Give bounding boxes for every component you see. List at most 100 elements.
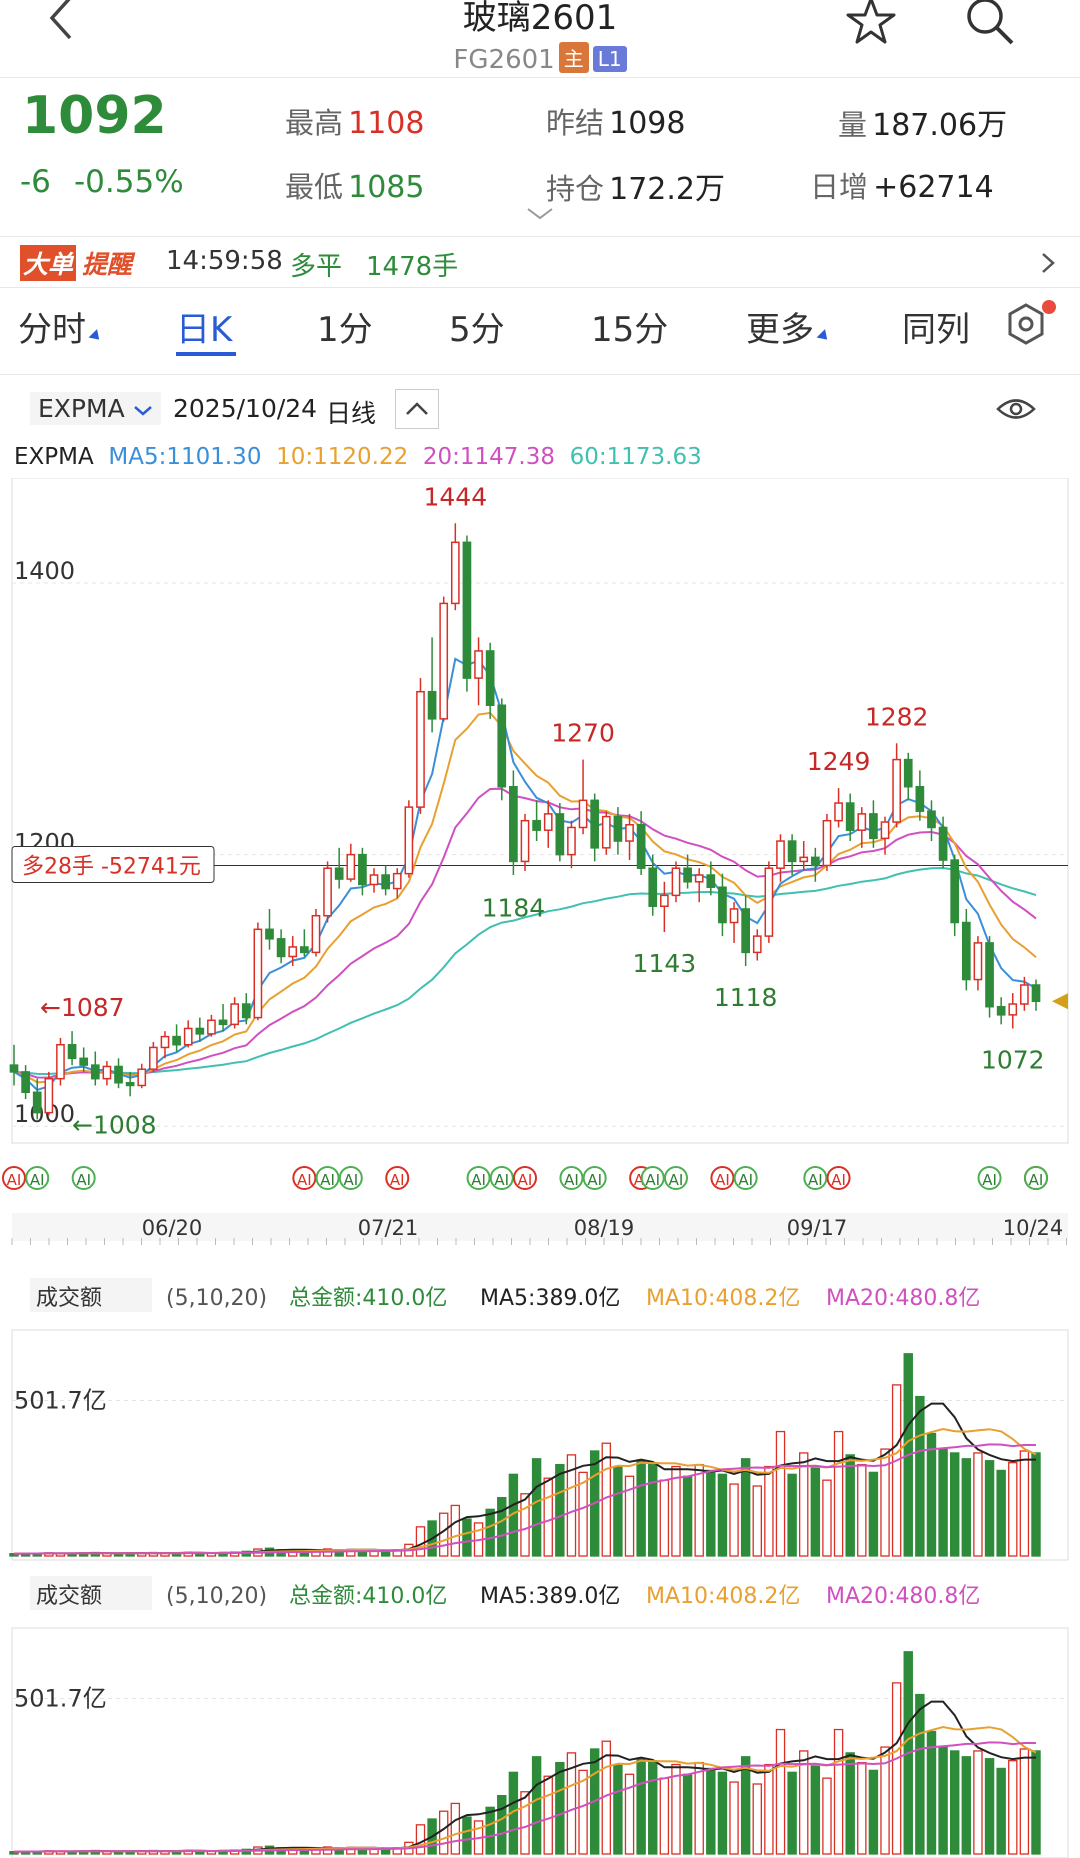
candle-body xyxy=(555,813,565,856)
candle-body xyxy=(56,1043,65,1080)
volume-bar xyxy=(636,1460,646,1557)
settings-hexagon-icon[interactable] xyxy=(1002,300,1050,352)
volume-field: 量 187.06万 xyxy=(838,100,1007,144)
volume-bar xyxy=(961,1458,972,1557)
expand-chevron-icon[interactable] xyxy=(525,206,555,226)
candle-body xyxy=(450,541,460,605)
tab-5min[interactable]: 5分 xyxy=(449,310,505,350)
ai-marker-label: AI xyxy=(645,1171,660,1189)
star-icon[interactable] xyxy=(843,0,899,54)
alert-action: 多平 xyxy=(290,252,343,282)
position-label: 多28手 -52741元 xyxy=(22,854,201,879)
volume-ma-line xyxy=(13,1443,1036,1555)
volume-bar xyxy=(984,1758,995,1855)
volume-bar xyxy=(624,1773,635,1855)
tab-daily-k[interactable]: 日K xyxy=(176,310,233,350)
candle-body xyxy=(950,859,960,924)
back-icon[interactable] xyxy=(40,0,80,44)
ai-marker-label: AI xyxy=(471,1171,486,1189)
price-annotation: 1270 xyxy=(551,719,615,748)
candle-body xyxy=(253,928,263,1019)
candle-body xyxy=(149,1046,158,1070)
volume-bar xyxy=(659,1479,670,1557)
volume-bar xyxy=(961,1756,972,1855)
volume-bar xyxy=(984,1460,995,1557)
price-annotation: 1184 xyxy=(482,893,546,922)
candle-body xyxy=(230,1003,240,1026)
volume-bar xyxy=(833,1728,844,1855)
ai-marker-label: AI xyxy=(564,1171,579,1189)
candle-body xyxy=(381,874,390,890)
tab-compare[interactable]: 同列 xyxy=(902,310,970,350)
vol-value: 187.06万 xyxy=(872,108,1008,143)
candle-body xyxy=(834,802,843,822)
tab-more[interactable]: 更多 xyxy=(746,302,832,351)
volume-bar xyxy=(996,1469,1006,1557)
volume-bar xyxy=(706,1767,716,1855)
ai-marker-label: AI xyxy=(297,1171,312,1189)
indicator-select[interactable]: EXPMA xyxy=(30,392,161,425)
candle-body xyxy=(462,541,472,679)
search-icon[interactable] xyxy=(962,0,1018,54)
contract-code: FG2601 主 L1 xyxy=(0,42,1080,75)
ai-marker-label: AI xyxy=(831,1171,846,1189)
volume-bar xyxy=(531,1458,542,1557)
tab-15min[interactable]: 15分 xyxy=(591,310,669,350)
volume-bar xyxy=(810,1465,821,1557)
candle-body xyxy=(520,819,530,863)
big-order-alert[interactable]: 大单 提醒 14:59:58 多平 1478手 xyxy=(0,237,1080,287)
volume-bar xyxy=(740,1458,751,1557)
ai-marker xyxy=(803,1166,828,1190)
candle-body xyxy=(729,908,739,924)
panel-legend: MA5:389.0亿 xyxy=(480,1584,620,1609)
candle-body xyxy=(915,785,925,812)
volume-bar xyxy=(1008,1462,1018,1557)
volume-bar xyxy=(787,1473,797,1557)
ai-marker-label: AI xyxy=(669,1171,684,1189)
candle-body xyxy=(880,821,890,840)
volume-bar xyxy=(810,1763,821,1855)
volume-bar xyxy=(833,1430,844,1557)
volume-bar xyxy=(578,1471,588,1557)
volume-ma-line xyxy=(13,1741,1036,1853)
volume-bar xyxy=(949,1750,960,1855)
volume-bar xyxy=(868,1769,879,1855)
tab-1min[interactable]: 1分 xyxy=(317,310,373,350)
collapse-icon[interactable] xyxy=(395,389,439,429)
candle-body xyxy=(718,886,727,924)
candle-body xyxy=(927,810,936,829)
candle-body xyxy=(706,874,716,888)
volume-bar xyxy=(915,1693,925,1855)
volume-bar xyxy=(880,1448,890,1557)
price-change-pct: -0.55% xyxy=(74,164,184,200)
ai-marker xyxy=(582,1166,607,1190)
candle-body xyxy=(532,819,541,831)
tab-timeshare[interactable]: 分时 xyxy=(18,302,104,351)
eye-icon[interactable] xyxy=(996,396,1036,426)
volume-bar xyxy=(415,1526,426,1557)
candle-body xyxy=(21,1071,30,1094)
ai-marker xyxy=(663,1166,688,1190)
panel-legend: 成交额 xyxy=(36,1286,102,1311)
candle-body xyxy=(369,874,379,886)
volume-bar xyxy=(613,1465,623,1557)
panel-legend: (5,10,20) xyxy=(166,1584,267,1609)
ai-marker xyxy=(826,1166,851,1190)
panel-legend: (5,10,20) xyxy=(166,1286,267,1311)
volume-bar xyxy=(740,1756,751,1855)
volume-bar xyxy=(938,1448,948,1557)
high-field: 最高 1108 xyxy=(285,100,424,142)
candle-body xyxy=(288,946,298,958)
candle-body xyxy=(218,1019,228,1026)
alert-tag-remind: 提醒 xyxy=(82,250,133,279)
volume-bar xyxy=(996,1767,1006,1855)
ai-marker xyxy=(292,1166,317,1190)
volume-bar xyxy=(752,1783,762,1855)
ai-marker xyxy=(710,1166,735,1190)
ai-marker-label: AI xyxy=(320,1171,335,1189)
low-field: 最低 1085 xyxy=(285,164,424,206)
ai-marker xyxy=(385,1166,410,1190)
main-badge: 主 xyxy=(558,42,589,73)
chart-date: 2025/10/24 xyxy=(173,394,318,423)
